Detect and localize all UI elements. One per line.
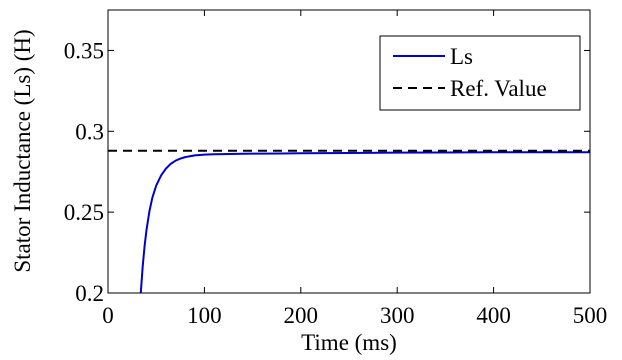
x-tick-label: 200 [284, 303, 319, 328]
y-tick-label: 0.2 [75, 281, 104, 306]
x-tick-label: 300 [380, 303, 415, 328]
y-tick-label: 0.35 [64, 38, 104, 63]
ticks-layer: 0 100 200 300 400 500 0.2 0.25 0.3 0.35 [64, 10, 608, 328]
x-tick-label: 0 [102, 303, 114, 328]
plot-frame [107, 9, 591, 294]
x-axis-label: Time (ms) [301, 330, 397, 355]
x-tick-label: 400 [476, 303, 511, 328]
y-tick-label: 0.25 [64, 200, 104, 225]
y-tick-label: 0.3 [75, 119, 104, 144]
legend-label-ref-value: Ref. Value [450, 76, 547, 101]
legend-box [379, 35, 581, 111]
legend-label-ls: Ls [450, 44, 473, 69]
legend: Ls Ref. Value [379, 35, 581, 111]
x-tick-label: 500 [573, 303, 608, 328]
series-layer [108, 149, 590, 294]
y-axis-label: Stator Inductance (Ls) (H) [10, 29, 35, 272]
series-line-ls [139, 151, 590, 294]
x-tick-label: 100 [187, 303, 222, 328]
